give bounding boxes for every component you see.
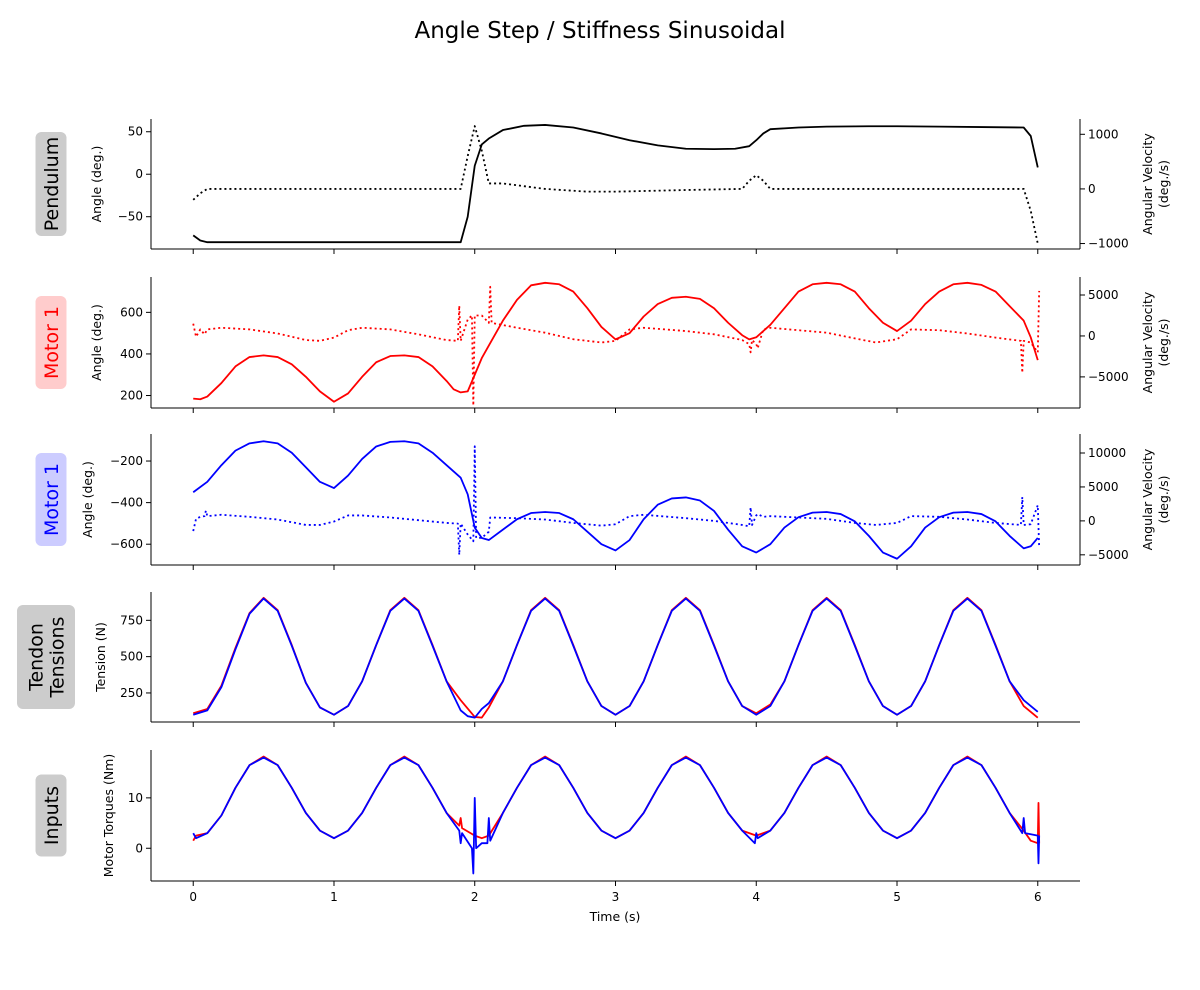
y-axis-label: Tension (N) [93, 622, 108, 693]
x-tick-label: 2 [471, 890, 479, 904]
series-line-2 [192, 597, 1039, 719]
series-line-2 [192, 125, 1039, 244]
y2-tick-label: 5000 [1088, 288, 1119, 302]
panel-3: −600 −400 −200 −5000 0 5000 10000 Angle (deg.) A… [35, 434, 1171, 570]
y2-axis-label: (deg./s) [1156, 160, 1171, 208]
panel-1: −50 0 50 −1000 0 1000 Angle (deg.) Angular Velo… [35, 119, 1171, 254]
y-tick-label: −200 [110, 454, 143, 468]
y-tick-label: 400 [120, 347, 143, 361]
row-label-badge [35, 132, 67, 236]
y2-tick-label: −5000 [1088, 370, 1129, 384]
series-line-2 [192, 285, 1041, 407]
series-line-2 [192, 445, 1041, 556]
row-label: Motor 1 [41, 463, 63, 536]
y2-axis-label: (deg./s) [1156, 318, 1171, 366]
series-line-1 [192, 440, 1039, 560]
x-tick-label: 6 [1034, 890, 1042, 904]
y2-tick-label: 0 [1088, 182, 1096, 196]
y-tick-label: 200 [120, 389, 143, 403]
y2-axis-label: Angular Velocity [1140, 133, 1155, 235]
y-tick-label: 10 [128, 791, 143, 805]
y2-axis-label: (deg./s) [1156, 475, 1171, 523]
row-label: Tendon [26, 623, 48, 692]
panel-4: 250 500 750 Tension (N) Tendon Tensions [17, 592, 1080, 727]
y-tick-label: −400 [110, 496, 143, 510]
x-tick-label: 4 [752, 890, 760, 904]
y-axis-label: Angle (deg.) [89, 146, 104, 223]
y-tick-label: −600 [110, 537, 143, 551]
row-label: Pendulum [41, 137, 63, 231]
y-tick-label: 750 [120, 613, 143, 627]
row-label: Motor 1 [41, 306, 63, 379]
row-label-badge [35, 296, 67, 389]
x-axis-label: Time (s) [589, 909, 641, 924]
row-label: Tensions [47, 617, 69, 699]
y2-tick-label: 1000 [1088, 127, 1119, 141]
series-line-1 [193, 281, 1039, 403]
y-tick-label: 250 [120, 686, 143, 700]
y-axis-label: Motor Torques (Nm) [101, 754, 116, 878]
series-line-1 [192, 124, 1039, 244]
y-tick-label: 500 [120, 650, 143, 664]
row-label-badge [35, 774, 67, 857]
x-tick-label: 3 [612, 890, 620, 904]
y2-axis-label: Angular Velocity [1140, 291, 1155, 393]
x-tick-label: 0 [189, 890, 197, 904]
y-axis-label: Angle (deg.) [89, 304, 104, 381]
panel-2: 200 400 600 −5000 0 5000 Angle (deg.) Angular V… [35, 277, 1171, 413]
y-axis-label: Angle (deg.) [80, 461, 95, 538]
y2-tick-label: 10000 [1088, 446, 1126, 460]
row-label-badge [17, 605, 75, 709]
x-tick-label: 5 [893, 890, 901, 904]
y2-axis-label: Angular Velocity [1140, 448, 1155, 550]
y2-tick-label: −1000 [1088, 237, 1129, 251]
y-tick-label: 50 [128, 125, 143, 139]
y-tick-label: 0 [135, 167, 143, 181]
series-line-1 [192, 596, 1039, 719]
y2-tick-label: −5000 [1088, 548, 1129, 562]
panel-5: 0 1 2 3 4 5 6 0 10 Motor Torques (Nm) Inputs [35, 750, 1080, 904]
y2-tick-label: 5000 [1088, 480, 1119, 494]
y-tick-label: 0 [135, 841, 143, 855]
row-label: Inputs [41, 786, 63, 845]
row-label-badge [35, 453, 67, 546]
y-tick-label: 600 [120, 305, 143, 319]
x-tick-label: 1 [330, 890, 338, 904]
chart-title: Angle Step / Stiffness Sinusoidal [414, 18, 785, 44]
y2-tick-label: 0 [1088, 514, 1096, 528]
series-line-2 [192, 756, 1041, 875]
y2-tick-label: 0 [1088, 329, 1096, 343]
y-tick-label: −50 [118, 210, 143, 224]
